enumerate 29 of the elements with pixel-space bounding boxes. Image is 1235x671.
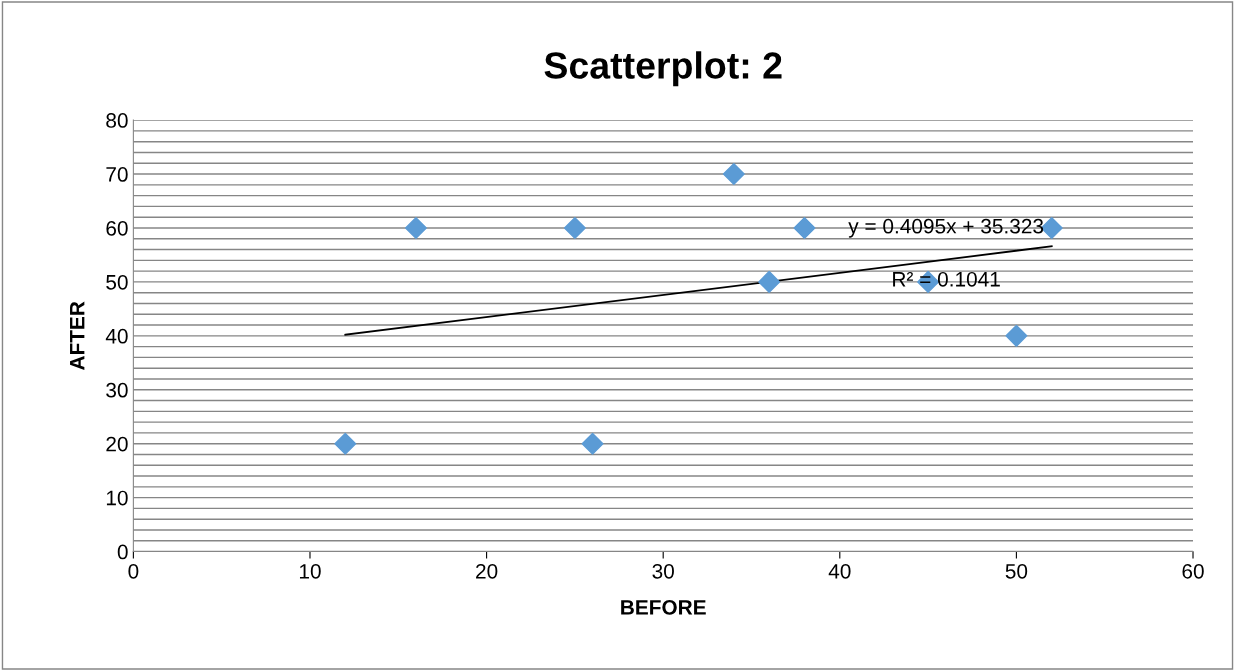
x-tick-label: 10 [299,563,321,579]
point [581,432,604,455]
y-tick-label: 10 [106,490,128,506]
y-axis-title: AFTER [70,301,85,371]
point [563,216,586,239]
annotation: y = 0.4095x + 35.323 [848,218,1044,238]
y-tick-label: 30 [106,382,128,398]
x-tick-label: 60 [1182,563,1204,579]
point [334,432,357,455]
x-tick-label: 30 [652,563,674,579]
x-tick-label: 0 [128,563,139,579]
y-tick-label: 60 [106,220,128,236]
x-tick-label: 50 [1005,563,1028,579]
x-tick-label: 40 [828,563,851,579]
y-tick-label: 0 [117,544,128,560]
x-axis-title: BEFORE [621,600,706,615]
y-tick-label: 70 [106,167,128,182]
point [1005,324,1028,347]
point [404,216,427,239]
x-tick-label: 20 [476,563,498,579]
point [722,163,745,186]
y-tick-label: 50 [106,274,128,290]
y-tick-label: 40 [105,328,128,344]
annotation: R² = 0.1041 [893,271,1000,287]
chart-title: Scatterplot: 2 [544,51,782,87]
point [793,216,816,239]
point [758,270,781,293]
y-tick-label: 20 [106,436,128,452]
y-tick-label: 80 [106,113,128,128]
